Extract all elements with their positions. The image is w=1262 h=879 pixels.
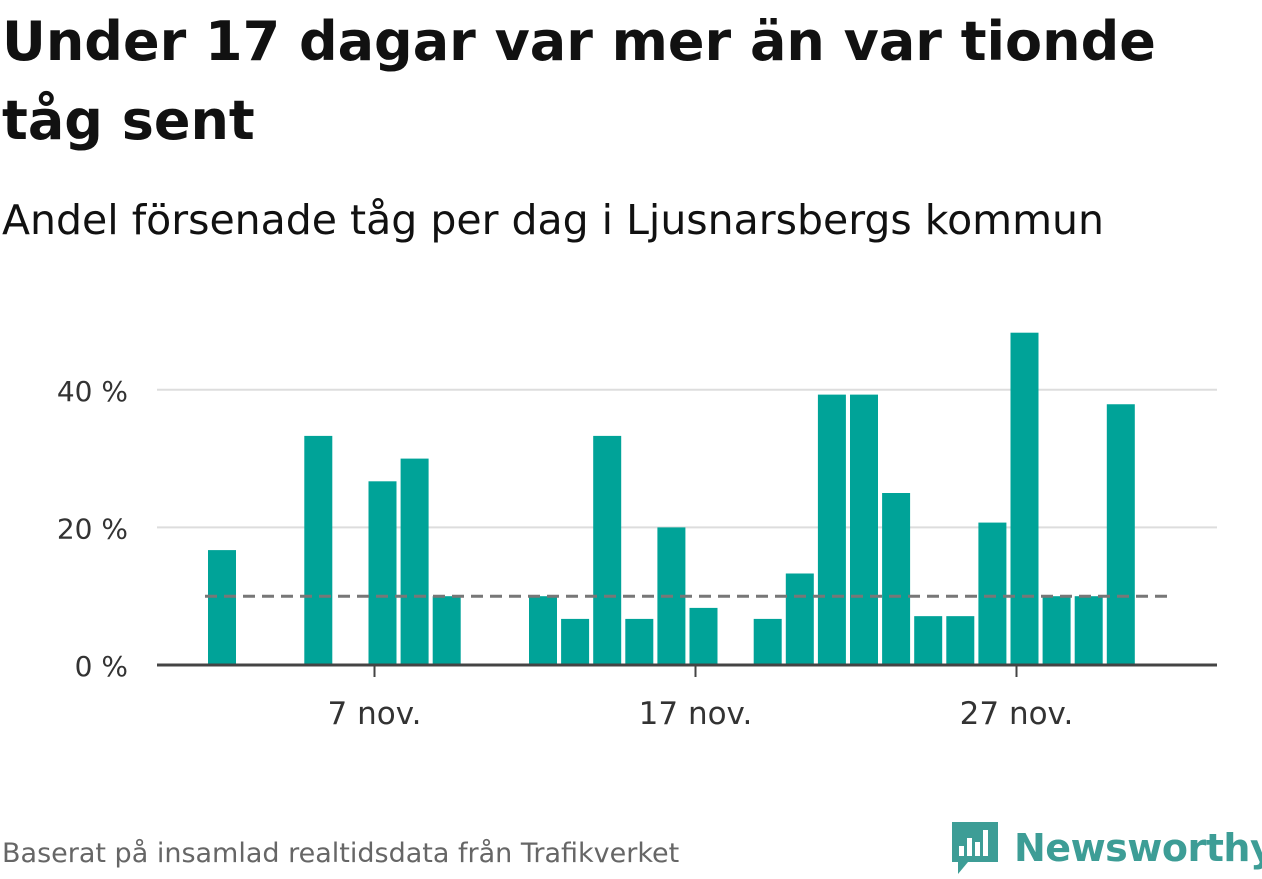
bar: [432, 596, 461, 665]
x-tick-label: 27 nov.: [960, 696, 1074, 732]
x-axis: 7 nov. 17 nov. 27 nov.: [157, 663, 1217, 732]
bar: [625, 618, 654, 665]
bar: [1106, 404, 1135, 665]
source-note: Baserat på insamlad realtidsdata från Tr…: [2, 838, 680, 869]
newsworthy-logo: Newsworthy: [950, 818, 1262, 878]
bar: [561, 618, 590, 665]
bar: [529, 596, 557, 665]
bar: [850, 394, 878, 665]
bar: [914, 616, 943, 665]
bar: [882, 493, 911, 665]
brand-name: Newsworthy: [1014, 826, 1262, 870]
bar: [817, 394, 846, 665]
bar: [400, 458, 429, 665]
y-tick-label: 20 %: [57, 512, 128, 545]
bar: [208, 550, 236, 665]
y-axis-labels: 0 % 20 % 40 %: [57, 375, 128, 683]
bar: [1074, 596, 1103, 665]
bar: [946, 616, 975, 665]
bar: [978, 522, 1007, 665]
bars: [208, 332, 1135, 665]
bar: [1010, 332, 1039, 665]
bar: [593, 435, 622, 665]
y-tick-label: 40 %: [57, 375, 128, 408]
x-tick-label: 7 nov.: [328, 696, 422, 732]
bar: [1042, 596, 1071, 665]
x-tick-label: 17 nov.: [639, 696, 753, 732]
bar: [304, 435, 333, 665]
newsworthy-logo-icon: [952, 822, 998, 874]
bar: [689, 607, 718, 665]
bar: [785, 573, 814, 665]
bar: [368, 481, 397, 665]
chart-subtitle: Andel försenade tåg per dag i Ljusnarsbe…: [2, 196, 1105, 244]
bar: [753, 618, 782, 665]
y-tick-label: 0 %: [75, 650, 128, 683]
gridlines: [157, 388, 1217, 529]
chart-title: Under 17 dagar var mer än var tionde tåg…: [2, 10, 1156, 152]
